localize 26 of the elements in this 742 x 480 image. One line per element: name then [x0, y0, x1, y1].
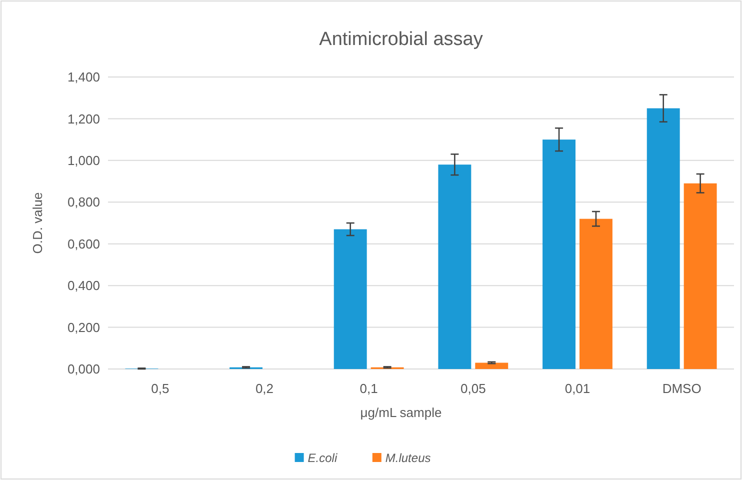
bar: [475, 362, 508, 369]
y-tick-label: 0,600: [67, 236, 100, 252]
y-tick-label: 0,400: [67, 278, 100, 294]
x-tick-label: DMSO: [662, 381, 702, 396]
y-axis-title: O.D. value: [30, 192, 45, 254]
y-tick-label: 0,800: [67, 194, 100, 210]
bar: [438, 164, 472, 369]
y-tick-label: 0,200: [67, 320, 100, 335]
x-axis-title: μg/mL sample: [360, 405, 442, 420]
x-tick-label: 0,01: [564, 381, 590, 396]
x-tick-label: 0,5: [151, 381, 170, 396]
x-tick-label: 0,05: [460, 381, 486, 396]
bar: [580, 218, 612, 369]
bar: [542, 140, 576, 369]
legend-label: M.luteus: [385, 451, 431, 465]
legend-label: E.coli: [308, 451, 338, 465]
x-tick-label: 0,1: [360, 381, 378, 396]
y-tick-label: 1,200: [67, 111, 100, 126]
y-tick-label: 1,400: [67, 70, 100, 85]
y-tick-label: 0,000: [67, 362, 100, 377]
x-tick-label: 0,2: [255, 381, 274, 396]
bar: [646, 108, 680, 369]
chart-title: Antimicrobial assay: [319, 29, 484, 50]
y-tick-label: 1,000: [67, 152, 100, 168]
bar: [334, 229, 367, 369]
bar: [684, 183, 717, 369]
